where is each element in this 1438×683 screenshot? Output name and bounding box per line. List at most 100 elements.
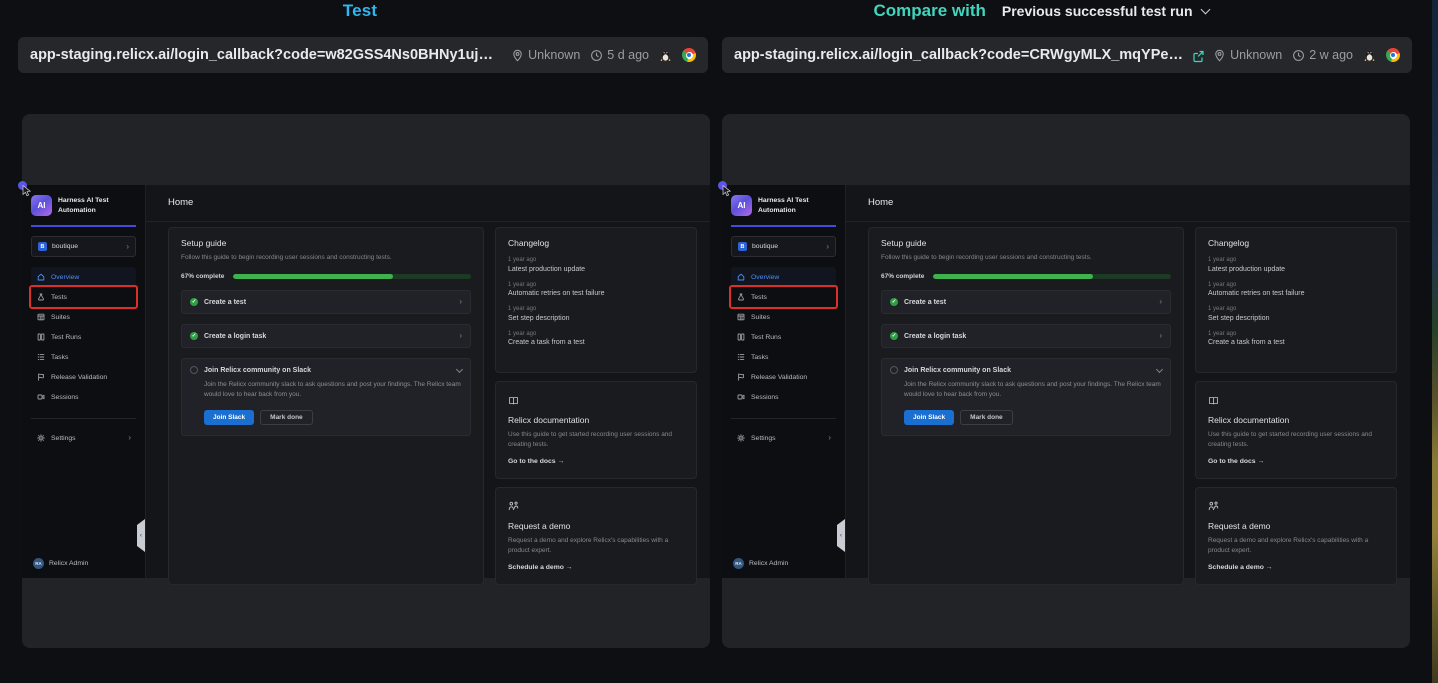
people-icon: [508, 498, 684, 516]
sidebar-item-tasks[interactable]: Tasks: [31, 347, 136, 367]
user-account[interactable]: RA Relicx Admin: [733, 558, 788, 569]
linux-tux-icon: [660, 50, 671, 62]
documentation-card: Relicx documentation Use this guide to g…: [1195, 381, 1397, 480]
sidebar-item-suites[interactable]: Suites: [31, 307, 136, 327]
compare-run-dropdown[interactable]: Previous successful test run: [1002, 3, 1210, 19]
task-join-slack-description: Join the Relicx community slack to ask q…: [904, 381, 1161, 399]
sidebar-item-tests[interactable]: Tests: [29, 285, 138, 309]
mouse-pointer-icon: [22, 185, 32, 197]
sidebar-item-tests[interactable]: Tests: [729, 285, 838, 309]
task-join-slack-header[interactable]: Join Relicx community on Slack: [190, 365, 464, 375]
changelog-entry: 1 year ago Automatic retries on test fai…: [1208, 281, 1305, 298]
project-selector[interactable]: B boutique ›: [731, 236, 836, 257]
go-to-docs-link[interactable]: Go to the docs →: [1208, 458, 1265, 466]
sidebar-item-settings[interactable]: Settings ›: [31, 428, 136, 448]
linux-tux-icon: [1364, 50, 1375, 62]
task-create-a-login-task[interactable]: ✓ Create a login task ›: [881, 324, 1171, 349]
demo-title: Request a demo: [508, 521, 571, 532]
sidebar-collapse-handle[interactable]: ‹: [837, 519, 845, 552]
demo-card: Request a demo Request a demo and explor…: [495, 487, 697, 586]
join-slack-button[interactable]: Join Slack: [904, 409, 955, 425]
main-body: Setup guide Follow this guide to begin r…: [146, 222, 710, 586]
home-icon: [36, 273, 45, 281]
user-account[interactable]: RA Relicx Admin: [33, 558, 88, 569]
progress-label: 67% complete: [881, 273, 925, 281]
sidebar-item-overview[interactable]: Overview: [731, 267, 836, 287]
demo-description: Request a demo and explore Relicx's capa…: [508, 537, 669, 555]
list-icon: [36, 353, 45, 361]
changelog-entry: 1 year ago Latest production update: [508, 257, 586, 273]
columns-icon: [736, 333, 745, 341]
check-circle-icon: ✓: [190, 332, 198, 341]
test-screenshot-panel[interactable]: AI Harness AI Test Automation B boutique…: [18, 114, 710, 648]
map-pin-icon: [513, 49, 522, 61]
brand-name: Harness AI Test Automation: [58, 197, 109, 214]
age-info: 2 w ago: [1292, 48, 1353, 62]
progress-row: 67% complete: [881, 273, 1171, 280]
home-icon: [736, 273, 745, 281]
task-join-slack-header[interactable]: Join Relicx community on Slack: [890, 365, 1164, 375]
chevron-right-icon: ›: [828, 433, 831, 442]
list-icon: [736, 353, 745, 361]
chevron-right-icon: ›: [1159, 331, 1162, 341]
sidebar-item-test-runs[interactable]: Test Runs: [731, 327, 836, 347]
clock-icon: [1293, 49, 1305, 61]
app-sidebar: AI Harness AI Test Automation B boutique…: [22, 185, 146, 578]
brand-name: Harness AI Test Automation: [758, 197, 809, 214]
video-icon: [36, 393, 45, 401]
avatar: RA: [33, 558, 44, 569]
gear-icon: [36, 434, 45, 442]
flask-icon: [736, 293, 745, 301]
right-column: Changelog 1 year ago Latest production u…: [495, 227, 697, 586]
clock-icon: [591, 49, 603, 61]
sidebar-item-overview[interactable]: Overview: [31, 267, 136, 287]
changelog-entry: 1 year ago Create a task from a test: [508, 330, 585, 347]
url-text: app-staging.relicx.ai/login_callback?cod…: [30, 47, 493, 63]
compare-screenshot-panel[interactable]: AI Harness AI Test Automation B boutique…: [718, 114, 1410, 648]
task-create-a-test[interactable]: ✓ Create a test ›: [881, 290, 1171, 315]
main-body: Setup guide Follow this guide to begin r…: [846, 222, 1410, 586]
chevron-left-icon: ‹: [840, 532, 842, 539]
task-join-slack[interactable]: Join Relicx community on Slack Join the …: [881, 358, 1171, 436]
sidebar-item-settings[interactable]: Settings ›: [731, 428, 836, 448]
cursor-marker: [718, 181, 734, 197]
right-column: Changelog 1 year ago Latest production u…: [1195, 227, 1397, 586]
mark-done-button[interactable]: Mark done: [960, 409, 1013, 425]
radio-circle-icon: [190, 366, 198, 375]
task-create-a-login-task[interactable]: ✓ Create a login task ›: [181, 324, 471, 349]
schedule-demo-link[interactable]: Schedule a demo →: [508, 564, 573, 572]
cursor-marker: [18, 181, 34, 197]
app-main: Home Setup guide Follow this guide to be…: [146, 185, 710, 586]
check-circle-icon: ✓: [190, 298, 198, 307]
project-selector[interactable]: B boutique ›: [31, 236, 136, 257]
sidebar-item-sessions[interactable]: Sessions: [731, 387, 836, 407]
app-screenshot: AI Harness AI Test Automation B boutique…: [718, 181, 1410, 586]
page-title: Home: [146, 185, 710, 222]
sidebar-item-release-validation[interactable]: Release Validation: [31, 367, 136, 387]
columns-icon: [36, 333, 45, 341]
mark-done-button[interactable]: Mark done: [260, 409, 313, 425]
chevron-down-icon: [1200, 4, 1210, 14]
schedule-demo-link[interactable]: Schedule a demo →: [1208, 564, 1273, 572]
external-link-icon[interactable]: [1191, 50, 1205, 63]
video-icon: [736, 393, 745, 401]
setup-guide-title: Setup guide: [181, 238, 227, 248]
next-item-edge-sliver: [1432, 0, 1438, 683]
harness-logo-icon: AI: [731, 195, 752, 216]
setup-guide-card: Setup guide Follow this guide to begin r…: [868, 227, 1184, 586]
task-join-slack[interactable]: Join Relicx community on Slack Join the …: [181, 358, 471, 436]
sidebar-item-release-validation[interactable]: Release Validation: [731, 367, 836, 387]
sidebar-item-tasks[interactable]: Tasks: [731, 347, 836, 367]
task-create-a-test[interactable]: ✓ Create a test ›: [181, 290, 471, 315]
app-main: Home Setup guide Follow this guide to be…: [846, 185, 1410, 586]
sidebar-item-suites[interactable]: Suites: [731, 307, 836, 327]
sidebar-item-test-runs[interactable]: Test Runs: [31, 327, 136, 347]
join-slack-button[interactable]: Join Slack: [204, 409, 255, 425]
sidebar-item-sessions[interactable]: Sessions: [31, 387, 136, 407]
chevron-down-icon: [455, 365, 464, 373]
check-circle-icon: ✓: [890, 332, 898, 341]
sidebar-collapse-handle[interactable]: ‹: [137, 519, 145, 552]
flag-icon: [736, 373, 745, 381]
go-to-docs-link[interactable]: Go to the docs →: [508, 458, 565, 466]
